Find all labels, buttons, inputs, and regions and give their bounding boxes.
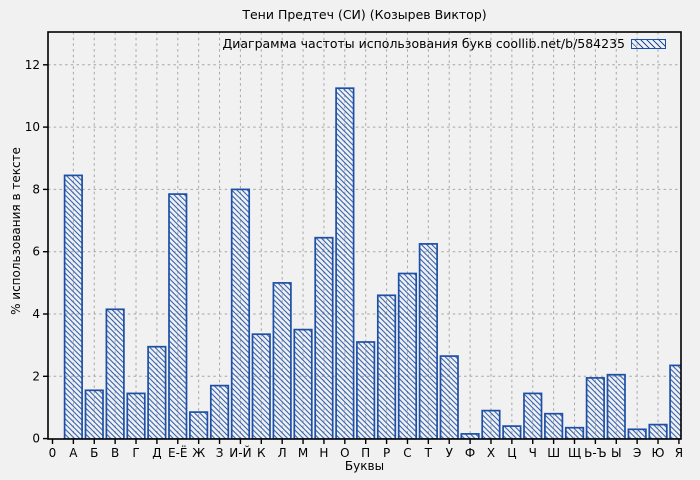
frequency-bar-Ц (502, 425, 522, 439)
frequency-bar-П (356, 341, 376, 439)
frequency-bar-Г (126, 392, 146, 439)
frequency-bar-З (209, 384, 230, 439)
frequency-bar-К (251, 333, 271, 439)
frequency-bar-Я (669, 364, 681, 439)
x-tick-label: Э (633, 446, 641, 460)
frequency-bar-А (63, 174, 83, 439)
frequency-bar-Х (481, 409, 501, 439)
axis-ticks (43, 64, 680, 444)
x-tick-label: Ь-Ъ (584, 446, 607, 460)
frequency-bar-Е-Ё (168, 193, 188, 439)
legend-swatch-hatched (631, 39, 666, 49)
legend-label: Диаграмма частоты использования букв coo… (222, 36, 625, 51)
x-tick-label: Л (278, 446, 287, 460)
x-tick-label: Д (152, 446, 161, 460)
frequency-bar-И-Й (230, 188, 251, 439)
frequency-bar-Ч (523, 392, 543, 439)
x-tick-label: Щ (568, 446, 581, 460)
y-tick-label: 4 (32, 307, 40, 321)
x-tick-label: Р (383, 446, 390, 460)
frequency-bar-Д (147, 345, 167, 439)
x-tick-label: Ю (652, 446, 665, 460)
bars-group (63, 87, 681, 439)
x-tick-label: О (340, 446, 349, 460)
frequency-bar-М (293, 328, 313, 439)
x-tick-label: Ш (547, 446, 560, 460)
x-tick-label: Г (132, 446, 139, 460)
frequency-bar-Т (418, 243, 438, 439)
y-tick-label: 10 (25, 120, 40, 134)
frequency-bar-В (105, 308, 125, 439)
frequency-bar-Ю (648, 423, 668, 439)
x-tick-label: Ч (529, 446, 537, 460)
frequency-bar-Л (272, 282, 292, 439)
x-tick-label: З (216, 446, 224, 460)
x-tick-label: Т (424, 446, 433, 460)
x-tick-label: С (403, 446, 411, 460)
chart-title: Тени Предтеч (СИ) (Козырев Виктор) (242, 7, 487, 22)
y-tick-label: 2 (32, 369, 40, 383)
y-tick-label: 6 (32, 245, 40, 259)
y-tick-label: 8 (32, 182, 40, 196)
x-tick-label: Я (675, 446, 683, 460)
x-tick-label: П (361, 446, 370, 460)
x-tick-label: Е-Ё (168, 445, 188, 460)
frequency-bar-Щ (564, 426, 585, 439)
frequency-bar-О (335, 87, 355, 439)
x-tick-label: Н (319, 446, 328, 460)
plot-border (47, 31, 682, 440)
x-tick-label: Ж (192, 446, 205, 460)
x-axis-label: Буквы (344, 459, 385, 473)
y-tick-label: 0 (32, 432, 40, 446)
x-tick-label-origin: 0 (49, 446, 57, 460)
frequency-bar-Ь-Ъ (585, 377, 605, 439)
frequency-bar-Ж (189, 411, 209, 439)
x-tick-label: Ц (507, 446, 516, 460)
x-tick-label: И-Й (229, 445, 251, 460)
x-tick-label: Х (487, 446, 495, 460)
frequency-bar-Б (84, 389, 104, 439)
x-tick-label: Ы (611, 446, 622, 460)
x-tick-label: Ф (465, 446, 475, 460)
x-tick-label: К (257, 446, 266, 460)
y-tick-label: 12 (25, 58, 40, 72)
x-tick-label: В (111, 446, 119, 460)
frequency-bar-У (439, 355, 459, 439)
x-tick-label: М (298, 446, 308, 460)
frequency-bar-Р (376, 294, 397, 439)
x-tick-label: Б (90, 446, 98, 460)
frequency-bar-Э (627, 428, 647, 439)
frequency-bar-Н (314, 236, 334, 439)
frequency-bar-Ы (606, 373, 626, 439)
x-tick-label: У (446, 446, 454, 460)
frequency-bar-Ш (544, 412, 564, 439)
x-tick-label: А (69, 446, 78, 460)
y-axis-label: % использования в тексте (9, 147, 23, 315)
frequency-bar-С (397, 272, 418, 439)
